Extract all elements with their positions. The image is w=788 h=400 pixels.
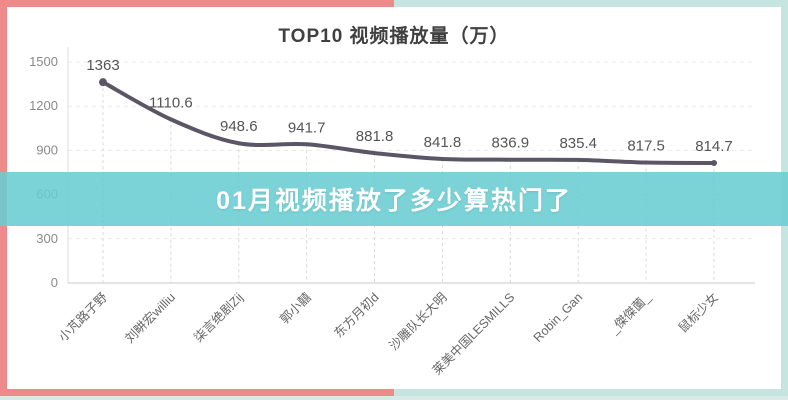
- data-value-label: 1110.6: [149, 94, 193, 111]
- data-value-label: 941.7: [288, 119, 326, 136]
- data-value-label: 836.9: [492, 135, 530, 152]
- data-value-label: 841.8: [424, 134, 462, 151]
- x-axis-label: 柒言绝剧Zij: [191, 290, 246, 345]
- x-axis-label: 东方月初d: [331, 289, 382, 340]
- y-axis-tick-label: 300: [36, 231, 58, 246]
- data-value-label: 835.4: [559, 135, 597, 152]
- x-axis-label: _傑傑薗_: [606, 289, 654, 337]
- y-axis-tick-label: 1200: [29, 98, 58, 113]
- y-axis-tick-label: 0: [51, 275, 58, 290]
- data-value-label: 948.6: [220, 118, 258, 135]
- watermark-band: 01月视频播放了多少算热门了: [0, 172, 788, 226]
- data-value-label: 814.7: [695, 138, 733, 155]
- data-point-first: [99, 78, 107, 87]
- y-axis-tick-label: 900: [36, 142, 58, 157]
- watermark-title: 01月视频播放了多少算热门了: [216, 187, 572, 215]
- x-axis-label: 小芃路子野: [55, 289, 110, 344]
- y-axis-tick-label: 1500: [29, 54, 58, 69]
- x-axis-label: 刘畊宏williu: [122, 289, 178, 345]
- chart-title: TOP10 视频播放量（万）: [278, 26, 510, 47]
- x-axis-label: Robin_Gan: [531, 290, 586, 345]
- data-value-label: 817.5: [627, 138, 665, 155]
- x-axis-label: 郭小囍: [277, 290, 314, 327]
- line-series: [101, 80, 716, 165]
- x-axis-label: 鼠标少女: [675, 290, 721, 336]
- x-axis-label: 沙雕队长大明: [386, 290, 450, 354]
- data-value-label: 1363: [86, 57, 119, 74]
- data-point-last: [711, 159, 717, 166]
- data-value-label: 881.8: [356, 128, 394, 145]
